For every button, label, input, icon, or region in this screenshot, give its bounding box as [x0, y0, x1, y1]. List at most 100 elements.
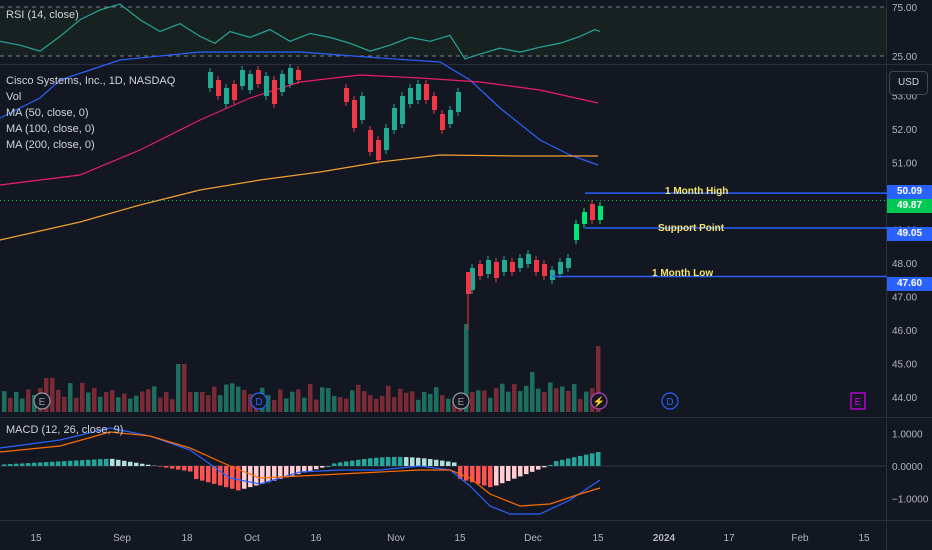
- macd-histogram-bar: [566, 458, 571, 466]
- macd-histogram-bar: [248, 466, 253, 488]
- macd-histogram-bar: [8, 464, 13, 466]
- event-marker-split-event: [590, 392, 608, 410]
- volume-bar: [80, 382, 85, 412]
- volume-bar: [182, 364, 187, 412]
- macd-histogram-bar: [158, 466, 163, 467]
- candle-body: [598, 206, 603, 220]
- macd-histogram-bar: [512, 466, 517, 479]
- volume-bar: [398, 388, 403, 412]
- candle-body: [550, 270, 555, 280]
- macd-histogram-bar: [278, 466, 283, 479]
- volume-bar: [146, 389, 151, 412]
- rsi-tick-label: 75.00: [892, 3, 917, 14]
- volume-bar: [272, 399, 277, 412]
- macd-histogram-bar: [14, 463, 19, 466]
- macd-histogram-bar: [242, 466, 247, 489]
- macd-tick-label: −1.0000: [892, 495, 929, 506]
- price-tag-month-low: 47.60: [887, 277, 932, 291]
- volume-bar: [14, 392, 19, 412]
- volume-bar: [362, 391, 367, 412]
- macd-histogram-bar: [548, 465, 553, 466]
- macd-histogram-bar: [386, 457, 391, 466]
- vol-label: Vol: [6, 91, 22, 103]
- volume-bar: [164, 391, 169, 412]
- symbol-title: Cisco Systems, Inc., 1D, NASDAQ: [6, 75, 176, 87]
- candle-body: [360, 96, 365, 120]
- time-axis-label: 17: [723, 533, 735, 544]
- ma200-line: [0, 154, 598, 241]
- volume-bar: [284, 398, 289, 412]
- volume-bar: [392, 397, 397, 412]
- price-tick-label: 45.00: [892, 360, 917, 371]
- volume-bar: [74, 397, 79, 412]
- price-tick-label: 44.00: [892, 393, 917, 404]
- time-axis-label: Oct: [244, 533, 260, 544]
- candle-body: [440, 114, 445, 130]
- rsi-label: RSI (14, close): [6, 9, 79, 21]
- currency-button[interactable]: USD: [889, 71, 928, 95]
- price-tag-month-high: 50.09: [887, 185, 932, 199]
- volume-bar: [2, 391, 7, 412]
- time-axis-label: 16: [310, 533, 322, 544]
- candle-body: [526, 254, 531, 264]
- candle-body: [232, 84, 237, 100]
- candle-body: [510, 262, 515, 272]
- macd-histogram-bar: [362, 458, 367, 466]
- macd-label: MACD (12, 26, close, 9): [6, 424, 124, 436]
- candle-body: [280, 74, 285, 92]
- volume-bar: [140, 391, 145, 412]
- volume-bar: [62, 396, 67, 412]
- macd-histogram-bar: [164, 466, 169, 468]
- macd-histogram-bar: [410, 457, 415, 466]
- macd-histogram-bar: [416, 457, 421, 466]
- event-marker-letter: E: [39, 397, 46, 408]
- macd-signal-line: [0, 431, 601, 507]
- volume-bar: [98, 396, 103, 412]
- macd-histogram-bar: [302, 466, 307, 473]
- volume-bar: [152, 386, 157, 412]
- volume-bar: [446, 398, 451, 412]
- macd-histogram-bar: [332, 463, 337, 466]
- time-axis-label: 15: [454, 533, 466, 544]
- volume-bar: [482, 390, 487, 412]
- volume-bar: [170, 399, 175, 412]
- macd-histogram-bar: [458, 466, 463, 479]
- volume-bar: [464, 324, 469, 412]
- volume-bar: [50, 378, 55, 412]
- volume-bar: [440, 395, 445, 412]
- macd-histogram-bar: [494, 466, 499, 486]
- volume-bar: [542, 392, 547, 412]
- macd-histogram-bar: [374, 457, 379, 466]
- volume-bar: [296, 389, 301, 412]
- macd-histogram-bar: [212, 466, 217, 484]
- event-marker-letter: E: [458, 397, 465, 408]
- candle-body: [408, 88, 413, 104]
- annotation-support-point: Support Point: [658, 223, 725, 234]
- macd-histogram-bar: [80, 460, 85, 466]
- time-axis-label: 15: [592, 533, 604, 544]
- candle-body: [248, 74, 253, 90]
- candle-body: [574, 224, 579, 240]
- volume-bar: [158, 397, 163, 412]
- volume-bar: [500, 383, 505, 412]
- volume-bar: [434, 387, 439, 412]
- macd-histogram-bar: [590, 453, 595, 466]
- macd-histogram-bar: [404, 457, 409, 466]
- macd-histogram-bar: [500, 466, 505, 484]
- macd-histogram-bar: [200, 466, 205, 481]
- volume-bar: [374, 398, 379, 412]
- macd-histogram-bar: [92, 459, 97, 466]
- price-tick-label: 47.00: [892, 293, 917, 304]
- macd-histogram-bar: [380, 457, 385, 466]
- time-axis-label: 2024: [653, 533, 676, 544]
- macd-histogram-bar: [446, 461, 451, 466]
- macd-histogram-bar: [470, 466, 475, 483]
- macd-histogram-bar: [572, 457, 577, 466]
- macd-histogram-bar: [44, 462, 49, 466]
- price-tick-label: 53.00: [892, 92, 917, 103]
- rsi-tick-label: 25.00: [892, 52, 917, 63]
- candle-body: [296, 70, 301, 80]
- macd-histogram-bar: [452, 462, 457, 466]
- volume-bar: [422, 391, 427, 412]
- macd-histogram-bar: [536, 466, 541, 470]
